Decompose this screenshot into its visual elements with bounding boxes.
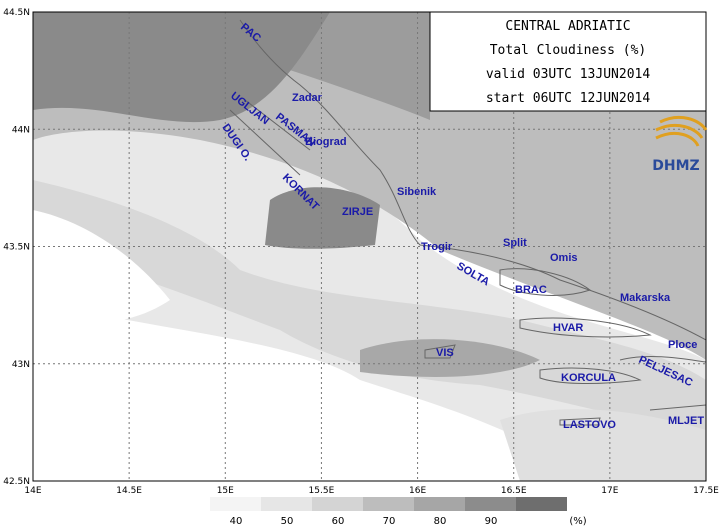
lon-tick-label: 14E xyxy=(24,486,41,496)
map-frame xyxy=(32,11,707,482)
place-label: Split xyxy=(503,237,527,249)
place-label: Omis xyxy=(550,252,578,264)
title-box xyxy=(429,11,707,112)
lat-tick-label: 42.5N xyxy=(3,477,30,487)
place-label: ZIRJE xyxy=(342,206,373,218)
place-label: Sibenik xyxy=(397,186,437,198)
legend-swatch xyxy=(261,497,312,511)
lon-tick-label: 17E xyxy=(601,486,618,496)
place-label: HVAR xyxy=(553,322,583,334)
legend-label: 50 xyxy=(281,516,294,527)
title-line: start 06UTC 12JUN2014 xyxy=(486,91,651,106)
place-label: Biograd xyxy=(305,136,347,148)
place-label: BRAC xyxy=(515,284,547,296)
place-label: Ploce xyxy=(668,339,697,351)
lat-tick-label: 44.5N xyxy=(3,8,30,18)
lat-tick-label: 44N xyxy=(12,125,30,135)
legend: 40 50 60 70 80 90 (%) xyxy=(210,497,587,527)
lon-tick-label: 16.5E xyxy=(501,486,527,496)
title-line: CENTRAL ADRIATIC xyxy=(505,19,630,34)
title-line: valid 03UTC 13JUN2014 xyxy=(486,67,651,82)
legend-unit: (%) xyxy=(569,516,586,527)
legend-swatch xyxy=(516,497,567,511)
lon-tick-label: 17.5E xyxy=(693,486,719,496)
legend-label: 80 xyxy=(434,516,447,527)
lat-tick-label: 43.5N xyxy=(3,243,30,253)
lon-tick-label: 15E xyxy=(217,486,234,496)
place-label: Zadar xyxy=(292,92,323,104)
lon-tick-label: 15.5E xyxy=(309,486,335,496)
lon-tick-label: 16E xyxy=(409,486,426,496)
legend-label: 90 xyxy=(485,516,498,527)
legend-swatch xyxy=(210,497,261,511)
logo: DHMZ xyxy=(652,116,708,174)
graticule xyxy=(33,12,706,481)
legend-swatch xyxy=(312,497,363,511)
place-label: VIS xyxy=(436,347,454,359)
place-label: LASTOVO xyxy=(563,419,616,431)
legend-label: 60 xyxy=(332,516,345,527)
legend-swatch xyxy=(465,497,516,511)
logo-text: DHMZ xyxy=(652,158,699,174)
lat-tick-label: 43N xyxy=(12,360,30,370)
place-label: Makarska xyxy=(620,292,671,304)
legend-label: 40 xyxy=(230,516,243,527)
place-label: MLJET xyxy=(668,415,704,427)
place-label: KORCULA xyxy=(561,372,616,384)
title-line: Total Cloudiness (%) xyxy=(490,43,647,58)
place-label: Trogir xyxy=(421,241,453,253)
lon-tick-label: 14.5E xyxy=(116,486,142,496)
coastline xyxy=(229,19,706,426)
legend-swatch xyxy=(363,497,414,511)
legend-label: 70 xyxy=(383,516,396,527)
legend-swatch xyxy=(414,497,465,511)
